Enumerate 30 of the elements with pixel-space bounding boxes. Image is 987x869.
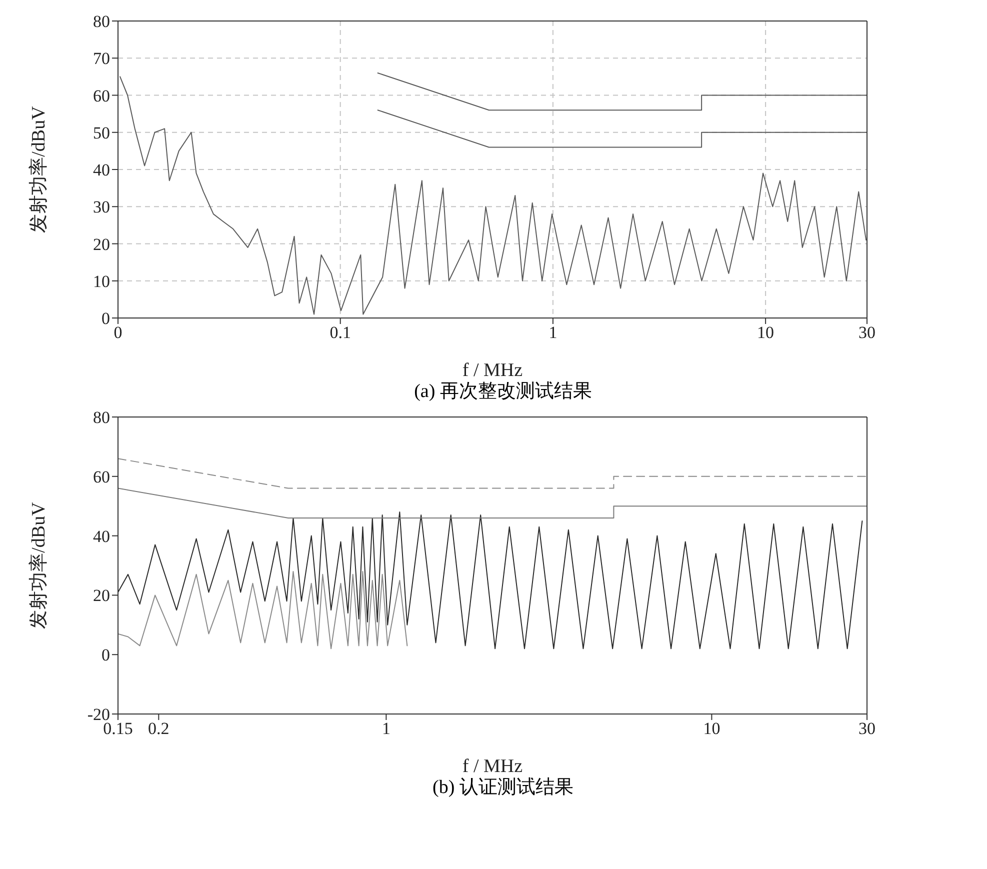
- x-tick-label: 0.15: [103, 719, 133, 738]
- y-tick-label: 70: [93, 49, 110, 68]
- x-tick-label: 0.2: [148, 719, 170, 738]
- y-tick-label: 80: [93, 12, 110, 32]
- y-tick-label: 10: [93, 272, 110, 291]
- x-axis-title: f / MHz: [462, 756, 523, 777]
- y-tick-label: 20: [93, 586, 110, 606]
- text: (a) 再次整改测试结果: [413, 380, 593, 404]
- x-tick-label: 30: [858, 323, 876, 342]
- y-tick-label: 60: [93, 467, 110, 486]
- x-tick-label: 1: [548, 323, 558, 342]
- y-tick-label: 40: [93, 160, 110, 180]
- y-tick-label: 0: [102, 646, 110, 665]
- x-axis-title: f / MHz: [462, 360, 523, 381]
- y-axis-title: 发射功率/dBuV: [28, 106, 50, 233]
- x-tick-label: 10: [757, 323, 774, 342]
- x-tick-label: 0.1: [330, 323, 351, 342]
- y-tick-label: 80: [93, 408, 110, 428]
- y-tick-label: 0: [102, 309, 110, 328]
- x-tick-label: 10: [703, 719, 720, 738]
- y-tick-label: 40: [93, 526, 110, 546]
- y-tick-label: 30: [93, 198, 110, 217]
- y-axis-title: 发射功率/dBuV: [28, 502, 50, 629]
- y-tick-label: 50: [93, 123, 110, 142]
- x-tick-label: 1: [382, 719, 390, 738]
- x-tick-label: 30: [858, 719, 876, 738]
- text: (b) 认证测试结果: [432, 776, 574, 800]
- x-tick-label: 0: [114, 323, 122, 342]
- y-tick-label: 20: [93, 234, 110, 254]
- y-tick-label: 60: [93, 86, 110, 106]
